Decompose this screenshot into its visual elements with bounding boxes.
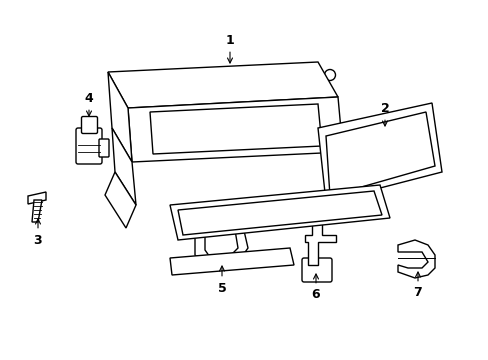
Polygon shape <box>204 225 238 260</box>
Polygon shape <box>305 218 335 265</box>
Text: 3: 3 <box>34 219 42 247</box>
Polygon shape <box>108 62 337 108</box>
Polygon shape <box>170 185 389 240</box>
Polygon shape <box>178 191 381 235</box>
Polygon shape <box>105 172 136 228</box>
Polygon shape <box>195 218 247 268</box>
Polygon shape <box>317 103 441 202</box>
Polygon shape <box>325 112 434 196</box>
Polygon shape <box>150 104 321 154</box>
Text: 2: 2 <box>380 102 388 126</box>
Text: 1: 1 <box>225 33 234 63</box>
Text: 6: 6 <box>311 274 320 302</box>
FancyBboxPatch shape <box>302 258 331 282</box>
Polygon shape <box>397 240 434 278</box>
FancyBboxPatch shape <box>81 117 97 134</box>
Polygon shape <box>108 72 132 162</box>
Polygon shape <box>28 192 46 204</box>
Polygon shape <box>170 248 293 275</box>
Polygon shape <box>112 128 136 205</box>
Polygon shape <box>128 97 342 162</box>
FancyBboxPatch shape <box>76 128 102 164</box>
Text: 5: 5 <box>217 266 226 294</box>
Polygon shape <box>32 200 42 222</box>
Text: 4: 4 <box>84 91 93 116</box>
Text: 7: 7 <box>413 272 422 300</box>
FancyBboxPatch shape <box>99 139 109 157</box>
